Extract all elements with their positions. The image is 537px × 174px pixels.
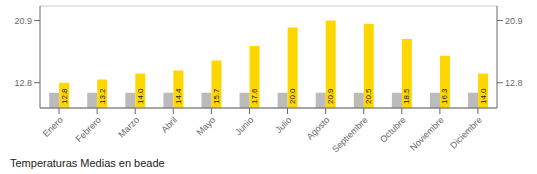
svg-text:20.5: 20.5 bbox=[364, 88, 373, 104]
svg-text:Enero: Enero bbox=[41, 115, 65, 139]
html-text:Temperaturas Medias en beade: Temperaturas Medias en beade bbox=[10, 157, 165, 169]
svg-text:20.9: 20.9 bbox=[326, 88, 335, 104]
svg-text:16.3: 16.3 bbox=[440, 88, 449, 104]
svg-text:20.9: 20.9 bbox=[14, 16, 32, 26]
svg-text:14.0: 14.0 bbox=[136, 88, 145, 104]
svg-text:14.0: 14.0 bbox=[479, 88, 488, 104]
svg-text:Septiembre: Septiembre bbox=[330, 115, 370, 154]
svg-text:13.2: 13.2 bbox=[98, 88, 107, 104]
svg-text:Abril: Abril bbox=[159, 115, 179, 135]
svg-text:14.4: 14.4 bbox=[174, 88, 183, 104]
svg-text:Noviembre: Noviembre bbox=[408, 115, 446, 153]
svg-text:17.6: 17.6 bbox=[250, 88, 259, 104]
svg-text:20.0: 20.0 bbox=[288, 88, 297, 104]
svg-text:Mayo: Mayo bbox=[195, 115, 218, 138]
svg-text:Agosto: Agosto bbox=[305, 115, 332, 142]
svg-text:Junio: Junio bbox=[233, 115, 255, 137]
svg-text:20.9: 20.9 bbox=[505, 16, 523, 26]
svg-text:Marzo: Marzo bbox=[116, 115, 141, 140]
svg-text:Octubre: Octubre bbox=[378, 115, 408, 145]
svg-text:Julio: Julio bbox=[273, 115, 293, 135]
svg-text:18.5: 18.5 bbox=[402, 88, 411, 104]
svg-text:12.8: 12.8 bbox=[505, 78, 523, 88]
svg-text:12.8: 12.8 bbox=[60, 88, 69, 104]
svg-text:Diciembre: Diciembre bbox=[448, 115, 484, 151]
svg-text:15.7: 15.7 bbox=[212, 88, 221, 104]
svg-text:Febrero: Febrero bbox=[74, 115, 103, 144]
svg-text:12.8: 12.8 bbox=[14, 78, 32, 88]
